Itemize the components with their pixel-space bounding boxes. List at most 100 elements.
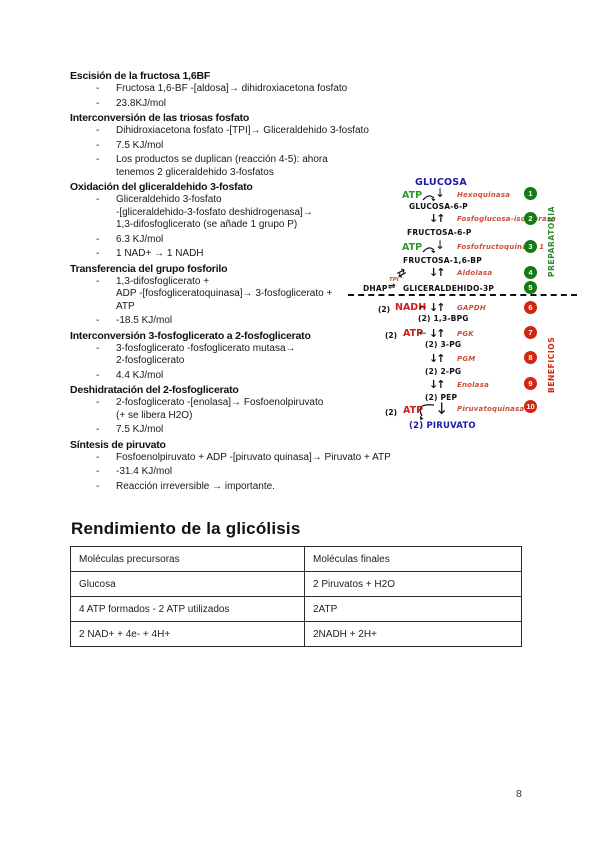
phase-label-preparatoria: PREPARATORIA xyxy=(547,205,556,277)
bullet-text: Reacción irreversible → importante. xyxy=(116,480,275,492)
table-cell: 2ATP xyxy=(304,596,522,622)
reversible-arrow-icon: ↓↑ xyxy=(429,212,446,225)
enzyme-label: PGK xyxy=(457,330,474,338)
bullet-marker: - xyxy=(96,342,100,354)
enzyme-label: Fosfoglucosa-isomerasa xyxy=(457,215,557,223)
bullet-marker: - xyxy=(96,154,100,165)
bullet-text: Los productos se duplican (reacción 4-5)… xyxy=(116,154,328,178)
page-number: 8 xyxy=(516,788,522,800)
table-cell: 2NADH + 2H+ xyxy=(304,621,522,647)
step-badge: 3 xyxy=(524,240,537,253)
bullet-marker: - xyxy=(96,397,100,408)
bullet-marker: - xyxy=(96,315,100,326)
arrow-left-icon: ← xyxy=(419,303,427,313)
metabolite-label: FRUCTOSA-6-P xyxy=(407,228,472,237)
bullet-item: - Fosfoenolpiruvato + ADP -[piruvato quin… xyxy=(70,452,532,465)
reversible-arrow-icon: ↓↑ xyxy=(429,301,446,314)
section-interconversion-3pg: Interconversión 3-fosfoglicerato a 2-fos… xyxy=(70,330,532,383)
enzyme-label: Hexoquinasa xyxy=(457,191,511,199)
bullet-item: - 23.8KJ/mol xyxy=(70,98,532,111)
glucose-label: GLUCOSA xyxy=(415,177,467,188)
yield-section: Rendimiento de la glicólisis Moléculas p… xyxy=(70,519,526,647)
table-row: Glucosa 2 Piruvatos + H2O xyxy=(70,571,522,597)
curved-arrow-icon xyxy=(419,404,435,420)
bullet-marker: - xyxy=(96,275,100,287)
bullet-text: -18.5 KJ/mol xyxy=(116,315,173,326)
section-heading: Escisión de la fructosa 1,6BF xyxy=(70,70,211,82)
section-heading: Interconversión 3-fosfoglicerato a 2-fos… xyxy=(70,329,311,342)
bullet-text: Fructosa 1,6-BF -[aldosa]→ dihidroxiacet… xyxy=(116,83,348,94)
phase-label-beneficios: BENEFICIOS xyxy=(547,336,556,394)
atp-in-label: ATP xyxy=(402,242,423,253)
table-row: Moléculas precursoras Moléculas finales xyxy=(70,546,522,572)
step-badge: 2 xyxy=(524,212,537,225)
table-cell: 4 ATP formados - 2 ATP utilizados xyxy=(70,596,305,622)
bullet-text: 7.5 KJ/mol xyxy=(116,139,164,151)
bullet-item: - -31.4 KJ/mol xyxy=(70,466,532,479)
metabolite-label: (2) 2-PG xyxy=(425,367,462,376)
nadh-out-label: NADH xyxy=(395,302,427,313)
reversible-arrow-icon: ↓↑ xyxy=(429,327,446,340)
bullet-text: Fosfoenolpiruvato + ADP -[piruvato quina… xyxy=(116,451,391,463)
section-heading: Transferencia del grupo fosforilo xyxy=(70,262,228,275)
bullet-item: - -18.5 KJ/mol xyxy=(70,315,532,328)
bullet-item: - 1,3-difosfoglicerato + ADP -[fosfoglice… xyxy=(70,276,532,314)
bullet-text: Gliceraldehido 3-fosfato -[gliceraldehid… xyxy=(116,194,313,230)
bullet-item: - Fructosa 1,6-BF -[aldosa]→ dihidroxiace… xyxy=(70,83,532,96)
tpi-enzyme-label: TPI xyxy=(389,277,399,283)
qty-label: (2) xyxy=(385,331,398,340)
table-header-cell: Moléculas precursoras xyxy=(70,546,305,572)
enzyme-label: Aldolasa xyxy=(457,269,493,277)
reversible-arrow-icon: ↓↑ xyxy=(429,352,446,365)
bullet-text: 2-fosfoglicerato -[enolasa]→ Fosfoenolpi… xyxy=(116,397,324,421)
enzyme-label: Enolasa xyxy=(457,381,489,389)
bullet-marker: - xyxy=(96,466,100,477)
bullet-marker: - xyxy=(96,451,100,463)
reversible-arrow-icon: ↓↑ xyxy=(429,378,446,391)
bullet-text: 23.8KJ/mol xyxy=(116,97,167,109)
phase-divider xyxy=(348,294,577,296)
arrow-down-icon: ↓ xyxy=(435,186,446,200)
bullet-marker: - xyxy=(96,125,100,136)
arrow-down-icon: ↓ xyxy=(435,238,446,252)
table-row: 2 NAD+ + 4e- + 4H+ 2NADH + 2H+ xyxy=(70,621,522,647)
bullet-marker: - xyxy=(96,139,100,151)
bullet-item: - 1 NAD+ → 1 NADH xyxy=(70,248,532,261)
section-deshidratacion: Deshidratación del 2-fosfoglicerato - 2-f… xyxy=(70,384,532,437)
bullet-text: -31.4 KJ/mol xyxy=(116,466,173,477)
step-badge: 4 xyxy=(524,266,537,279)
table-header-cell: Moléculas finales xyxy=(304,546,522,572)
enzyme-label: Piruvatoquinasa xyxy=(457,405,525,413)
bullet-item: - 7.5 KJ/mol xyxy=(70,140,532,153)
pyruvate-label: (2) PIRUVATO xyxy=(409,421,476,431)
step-badge: 7 xyxy=(524,326,537,339)
dhap-label: DHAP xyxy=(363,284,388,293)
bullet-marker: - xyxy=(96,480,100,492)
section-interconversion-triosas: Interconversión de las triosas fosfato -… xyxy=(70,112,532,179)
bullet-text: 6.3 KJ/mol xyxy=(116,233,164,245)
metabolite-label: (2) 1,3-BPG xyxy=(418,314,469,323)
section-heading: Síntesis de piruvato xyxy=(70,438,166,451)
enzyme-label: GAPDH xyxy=(457,304,486,312)
bullet-marker: - xyxy=(96,83,100,94)
step-badge: 5 xyxy=(524,281,537,294)
section-heading: Oxidación del gliceraldehido 3-fosfato xyxy=(70,181,253,193)
atp-out-label: ATP xyxy=(403,328,424,339)
step-badge: 10 xyxy=(524,400,537,413)
bullet-marker: - xyxy=(96,194,100,205)
step-badge: 8 xyxy=(524,351,537,364)
bullet-text: Dihidroxiacetona fosfato -[TPI]→ Glicera… xyxy=(116,125,369,136)
bullet-text: 1,3-difosfoglicerato + ADP -[fosfoglicer… xyxy=(116,275,333,312)
qty-label: (2) xyxy=(378,305,391,314)
metabolite-label: GLICERALDEHIDO-3P xyxy=(403,284,495,293)
yield-table: Moléculas precursoras Moléculas finales … xyxy=(70,546,522,647)
arrow-left-icon: ← xyxy=(419,329,427,339)
enzyme-label: PGM xyxy=(457,355,476,363)
atp-in-label: ATP xyxy=(402,190,423,201)
section-oxidacion: Oxidación del gliceraldehido 3-fosfato -… xyxy=(70,181,532,261)
bullet-item: - 7.5 KJ/mol xyxy=(70,424,532,437)
bullet-item: - 4.4 KJ/mol xyxy=(70,370,532,383)
bullet-text: 1 NAD+ → 1 NADH xyxy=(116,248,204,259)
bullet-text: 3-fosfoglicerato -fosfoglicerato mutasa→… xyxy=(116,342,296,367)
